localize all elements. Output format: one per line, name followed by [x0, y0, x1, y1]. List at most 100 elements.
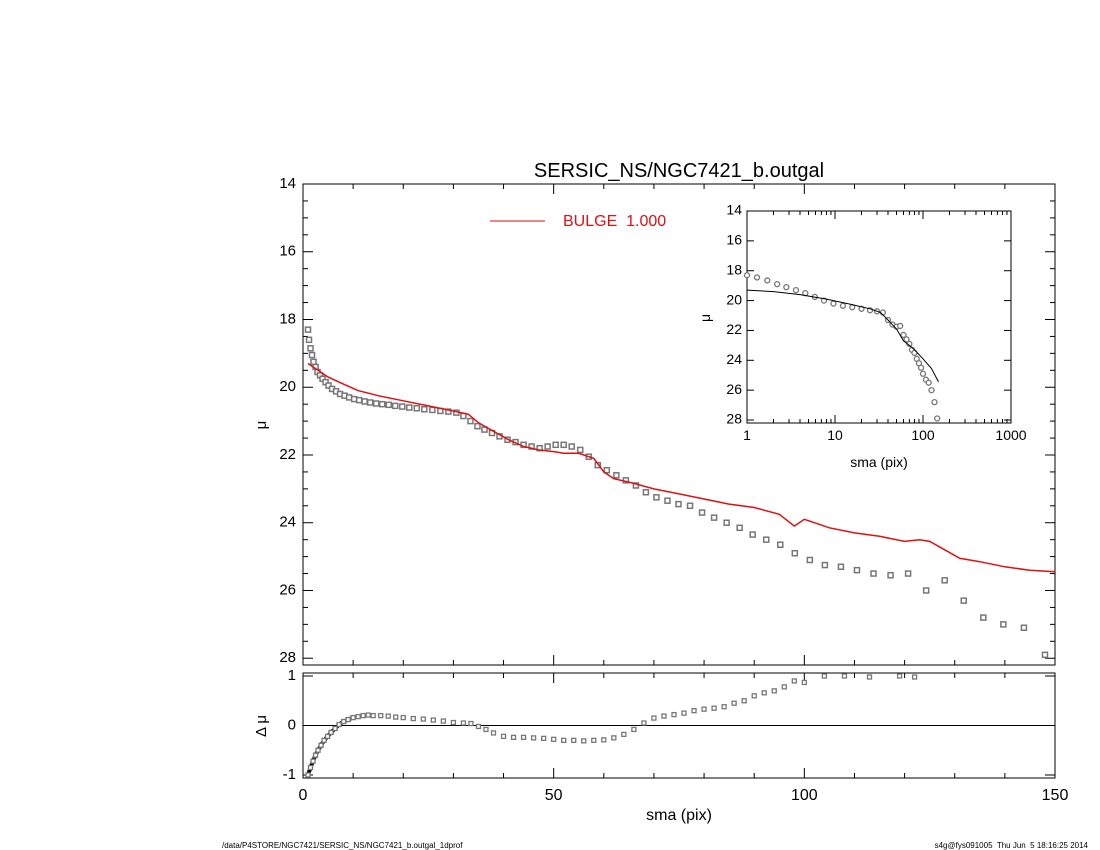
main-data-point [305, 336, 313, 344]
inset-y-tick-label: 16 [726, 232, 742, 248]
residual-data-point [741, 698, 747, 704]
inset-y-ticks: 14 16 18 20 22 24 26 28 [726, 202, 1011, 427]
main-y-axis-label: μ [253, 421, 270, 430]
inset-data-point [783, 283, 790, 291]
main-data-point [576, 446, 584, 454]
inset-data-point [773, 281, 781, 288]
residual-data-point [468, 720, 474, 727]
main-y-tick-label: 22 [279, 446, 296, 463]
main-data-point [467, 417, 474, 425]
residual-data-point [393, 714, 399, 720]
inset-x-axis-label: sma (pix) [850, 454, 908, 470]
main-data-point [391, 402, 399, 410]
main-data-point [366, 399, 374, 406]
main-data-point [350, 395, 358, 403]
legend: BULGE 1.000 [490, 213, 666, 230]
main-data-point [1020, 624, 1028, 631]
inset-y-axis-label: μ [697, 314, 713, 322]
residual-data-point [321, 737, 327, 743]
main-data-point [791, 549, 799, 557]
residual-x-ticks: 0 50 100 150 [299, 673, 1069, 804]
residual-data-point [490, 730, 497, 736]
residual-data-point [530, 735, 537, 741]
main-data-point [749, 531, 756, 538]
inset-data-point [934, 415, 941, 422]
main-y-tick-label: 26 [279, 581, 296, 598]
inset-data-point [903, 336, 910, 343]
main-data-point [653, 494, 660, 501]
residual-data-point [318, 742, 324, 748]
inset-data-marks [743, 272, 941, 422]
inset-x-tick-label: 10 [827, 427, 843, 443]
residual-data-point [641, 720, 647, 726]
main-data-point [806, 556, 814, 564]
inset-y-tick-label: 22 [726, 321, 742, 337]
main-data-point [345, 394, 353, 401]
main-data-point [736, 524, 743, 532]
residual-y-tick-label: -1 [283, 766, 296, 783]
residual-data-point [581, 738, 587, 744]
chart-title: SERSIC_NS/NGC7421_b.outgal [534, 160, 824, 182]
residual-data-point [350, 714, 356, 721]
main-data-point [552, 441, 559, 449]
residual-data-point [483, 726, 489, 733]
residual-y-axis-label: Δ μ [253, 715, 270, 737]
residual-data-point [385, 713, 391, 719]
main-data-point [481, 426, 488, 433]
inset-data-point [917, 364, 925, 371]
inset-x-ticks: 1 10 100 1000 [743, 211, 1027, 443]
residual-data-point [681, 710, 687, 716]
main-data-point [632, 482, 640, 489]
bulge-model-line [307, 362, 1056, 573]
main-data-point [474, 422, 481, 430]
main-data-point [642, 488, 650, 496]
residual-data-point [475, 723, 482, 730]
residual-data-point [701, 706, 707, 712]
residual-y-tick-label: 1 [288, 667, 296, 684]
main-y-tick-label: 16 [279, 243, 296, 260]
residual-data-point [841, 673, 848, 679]
residual-data-point [791, 678, 797, 684]
main-data-point [941, 577, 948, 584]
main-panel: 14 16 18 20 22 24 26 28 μ BULGE 1.000 [253, 175, 1056, 666]
residual-data-point [340, 718, 347, 725]
main-data-point [445, 408, 452, 415]
residual-data-point [896, 673, 903, 679]
residual-data-point [310, 758, 316, 764]
residual-data-point [731, 700, 737, 706]
inset-y-tick-label: 24 [726, 351, 742, 367]
inset-data-point [931, 398, 938, 406]
residual-data-point [561, 737, 567, 743]
residual-data-marks [305, 673, 918, 778]
main-data-point [361, 398, 368, 405]
residual-y-ticks: -1 0 1 [283, 667, 1055, 783]
main-data-point [421, 406, 428, 413]
main-data-point [406, 404, 413, 411]
inset-data-point [839, 302, 847, 309]
inset-x-tick-label: 1 [743, 427, 751, 443]
residual-x-tick-label: 150 [1042, 787, 1069, 804]
main-y-tick-label: 18 [279, 310, 296, 327]
residual-data-point [821, 673, 828, 679]
residual-data-point [420, 716, 426, 722]
residual-x-axis-label: sma (pix) [646, 807, 712, 824]
main-data-point [544, 443, 551, 450]
main-data-point [308, 351, 316, 359]
inset-data-point [919, 370, 927, 377]
inset-y-tick-label: 28 [726, 411, 742, 427]
residual-data-point [551, 736, 557, 743]
residual-data-point [328, 729, 334, 736]
legend-label: BULGE 1.000 [563, 213, 666, 230]
inset-data-point [753, 274, 761, 281]
main-data-point [325, 382, 332, 389]
main-data-point [378, 400, 386, 408]
main-data-point [777, 541, 784, 548]
residual-data-point [761, 690, 767, 696]
inset-y-tick-label: 14 [726, 202, 742, 218]
main-data-point [429, 406, 436, 414]
inset-panel: 14 16 18 20 22 24 26 28 1 10 100 1000 sma (pix) μ [697, 202, 1027, 470]
residual-data-point [751, 693, 757, 699]
main-data-point [399, 403, 406, 410]
residual-data-point [430, 717, 436, 723]
